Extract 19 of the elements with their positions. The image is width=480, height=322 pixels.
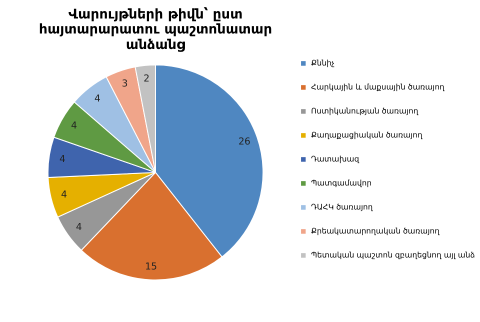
data-label: 15 <box>144 261 158 272</box>
data-label: 2 <box>144 74 150 85</box>
legend-label: Քաղաքացիական ծառայող <box>311 130 424 140</box>
legend-label: Պետական պաշտոն զբաղեցնող այլ անձ <box>311 250 476 260</box>
data-label: 3 <box>122 78 128 90</box>
data-label: 4 <box>94 93 100 104</box>
data-label: 4 <box>61 189 68 200</box>
legend-label: Քննիչ <box>311 58 335 68</box>
data-label: 4 <box>70 120 78 132</box>
legend-label: Դատախազ <box>311 154 360 164</box>
data-label: 26 <box>238 136 251 148</box>
chart-title: Վարույթների թիվն՝ ըստ հայտարարատու պաշտոնատար անձանց <box>38 6 272 54</box>
legend-label: Քրեակատարողական ծառայող <box>311 226 441 236</box>
legend-label: Հարկային և մաքսային ծառայող <box>311 82 446 92</box>
legend-label: ԴԱՀԿ ծառայող <box>311 202 374 212</box>
legend-label: Պատգամավոր <box>311 178 372 188</box>
legend-label: Ոստիկանության ծառայող <box>311 106 420 116</box>
data-label: 4 <box>59 154 66 165</box>
data-label: 4 <box>76 222 82 233</box>
